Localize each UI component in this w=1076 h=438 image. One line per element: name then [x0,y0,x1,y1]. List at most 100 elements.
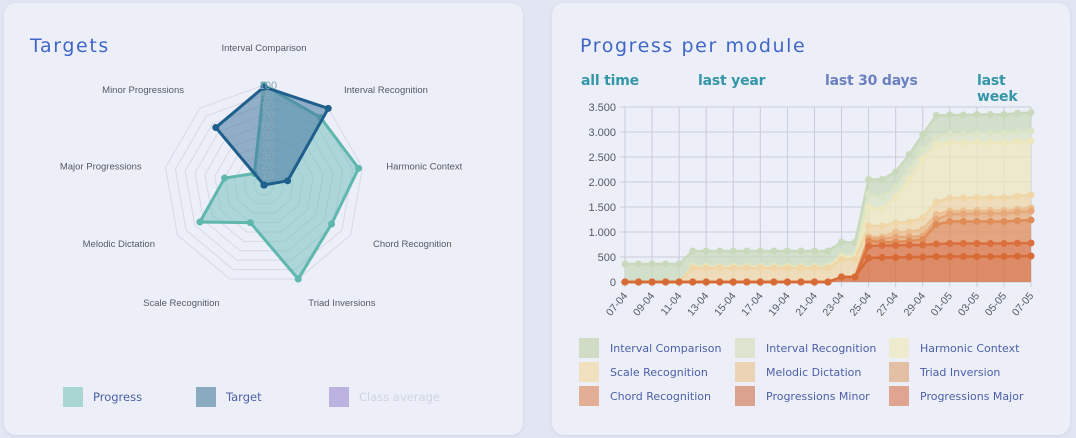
data-point[interactable] [959,130,967,137]
data-point[interactable] [783,278,791,286]
data-point[interactable] [716,247,724,255]
radar-point[interactable] [284,177,292,185]
legend-item-target[interactable]: Target [196,387,262,407]
data-point[interactable] [878,206,886,213]
data-point[interactable] [973,194,981,201]
filter-last-year[interactable]: last year [698,73,766,89]
legend-item-interval-comparison[interactable]: Interval Comparison [579,338,721,358]
data-point[interactable] [946,210,954,218]
data-point[interactable] [865,254,873,262]
data-point[interactable] [702,278,710,286]
legend-item-chord-recognition[interactable]: Chord Recognition [579,386,711,406]
data-point[interactable] [986,129,994,137]
radar-point[interactable] [328,220,336,228]
legend-item-progressions-minor[interactable]: Progressions Minor [735,386,870,406]
data-point[interactable] [648,260,656,268]
data-point[interactable] [892,183,900,191]
data-point[interactable] [1027,137,1035,145]
legend-item-interval-recognition[interactable]: Interval Recognition [735,338,876,358]
data-point[interactable] [946,139,954,146]
data-point[interactable] [662,260,670,268]
data-point[interactable] [689,264,697,272]
data-point[interactable] [878,176,886,183]
data-point[interactable] [1013,239,1021,247]
data-point[interactable] [1013,217,1021,225]
data-point[interactable] [932,133,940,141]
data-point[interactable] [1013,138,1021,146]
data-point[interactable] [905,241,913,249]
data-point[interactable] [919,146,927,153]
data-point[interactable] [959,139,967,146]
data-point[interactable] [1000,139,1008,147]
data-point[interactable] [973,240,981,247]
data-point[interactable] [756,247,764,255]
data-point[interactable] [973,129,981,137]
data-point[interactable] [1000,129,1008,137]
radar-point[interactable] [196,218,204,226]
data-point[interactable] [892,168,900,176]
radar-point[interactable] [324,104,332,112]
data-point[interactable] [621,260,629,268]
data-point[interactable] [1027,239,1035,247]
data-point[interactable] [1000,111,1008,118]
data-point[interactable] [702,264,710,272]
data-point[interactable] [905,253,913,261]
legend-item-class-average[interactable]: Class average [329,387,440,407]
radar-point[interactable] [260,83,268,91]
radar-point[interactable] [294,275,302,283]
data-point[interactable] [1000,253,1008,260]
radar-point[interactable] [221,174,229,182]
filter-all-time[interactable]: all time [581,73,639,89]
data-point[interactable] [892,219,900,227]
data-point[interactable] [932,221,940,228]
data-point[interactable] [838,273,846,281]
data-point[interactable] [770,278,778,286]
data-point[interactable] [621,278,629,286]
data-point[interactable] [1027,252,1035,260]
data-point[interactable] [946,253,954,260]
data-point[interactable] [892,228,900,236]
data-point[interactable] [946,194,954,202]
data-point[interactable] [675,278,683,286]
data-point[interactable] [1013,208,1021,216]
data-point[interactable] [932,240,940,248]
data-point[interactable] [905,176,913,183]
data-point[interactable] [824,278,832,286]
data-point[interactable] [756,264,764,272]
legend-item-progress[interactable]: Progress [63,387,142,407]
data-point[interactable] [973,253,981,260]
data-point[interactable] [838,256,846,263]
data-point[interactable] [865,176,873,183]
data-point[interactable] [919,131,927,138]
data-point[interactable] [973,111,981,118]
data-point[interactable] [932,211,940,218]
data-point[interactable] [932,112,940,119]
data-point[interactable] [865,237,873,245]
data-point[interactable] [675,260,683,268]
radar-point[interactable] [260,181,268,189]
data-point[interactable] [865,191,873,198]
data-point[interactable] [946,218,954,225]
data-point[interactable] [892,193,900,201]
data-point[interactable] [662,278,670,286]
data-point[interactable] [946,130,954,138]
data-point[interactable] [919,236,927,243]
data-point[interactable] [756,278,764,286]
data-point[interactable] [919,241,927,249]
data-point[interactable] [770,264,778,272]
data-point[interactable] [1013,192,1021,200]
data-point[interactable] [932,216,940,223]
data-point[interactable] [892,233,900,241]
data-point[interactable] [716,264,724,272]
data-point[interactable] [1000,240,1008,247]
data-point[interactable] [905,228,913,236]
data-point[interactable] [716,278,724,286]
data-point[interactable] [743,278,751,286]
data-point[interactable] [729,264,737,272]
data-point[interactable] [851,273,859,281]
data-point[interactable] [797,247,805,255]
legend-item-harmonic-context[interactable]: Harmonic Context [889,338,1019,358]
data-point[interactable] [919,214,927,222]
data-point[interactable] [824,247,832,255]
radar-point[interactable] [355,164,363,172]
